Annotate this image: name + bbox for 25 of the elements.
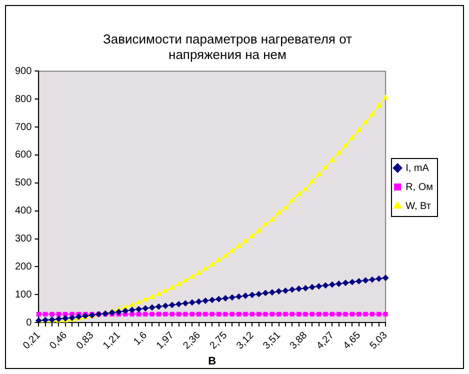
y-tick-label: 0 bbox=[26, 317, 32, 328]
x-tick-label: 3,12 bbox=[234, 330, 257, 352]
chart-title: Зависимости параметров нагревателя от напряжения на нем bbox=[103, 31, 352, 62]
x-tick-label: 0,83 bbox=[74, 330, 96, 352]
y-tick-label: 100 bbox=[14, 289, 32, 300]
x-tick-label: 4,65 bbox=[341, 330, 364, 352]
y-tick-label: 600 bbox=[14, 150, 32, 161]
x-tick-label: 5,03 bbox=[368, 330, 390, 352]
x-tick-label: 3,51 bbox=[261, 330, 284, 352]
legend-label: W, Вт bbox=[406, 200, 432, 212]
x-tick-label: 0,46 bbox=[48, 330, 70, 352]
y-tick-label: 200 bbox=[14, 261, 32, 272]
x-tick-label: 1,6 bbox=[132, 330, 150, 348]
x-tick-label: 1,21 bbox=[101, 330, 124, 352]
y-tick-label: 700 bbox=[14, 122, 32, 133]
legend-label: I, mA bbox=[406, 162, 430, 174]
x-axis-title: В bbox=[208, 355, 216, 368]
y-tick-label: 400 bbox=[14, 206, 32, 217]
x-tick-label: 0,21 bbox=[21, 330, 44, 352]
legend-label: R, Ом bbox=[406, 182, 434, 193]
y-tick-label: 900 bbox=[14, 66, 32, 77]
y-tick-label: 800 bbox=[14, 94, 32, 105]
x-tick-label: 3,88 bbox=[288, 330, 310, 352]
y-tick-label: 500 bbox=[14, 178, 32, 189]
y-tick-label: 300 bbox=[14, 234, 32, 245]
